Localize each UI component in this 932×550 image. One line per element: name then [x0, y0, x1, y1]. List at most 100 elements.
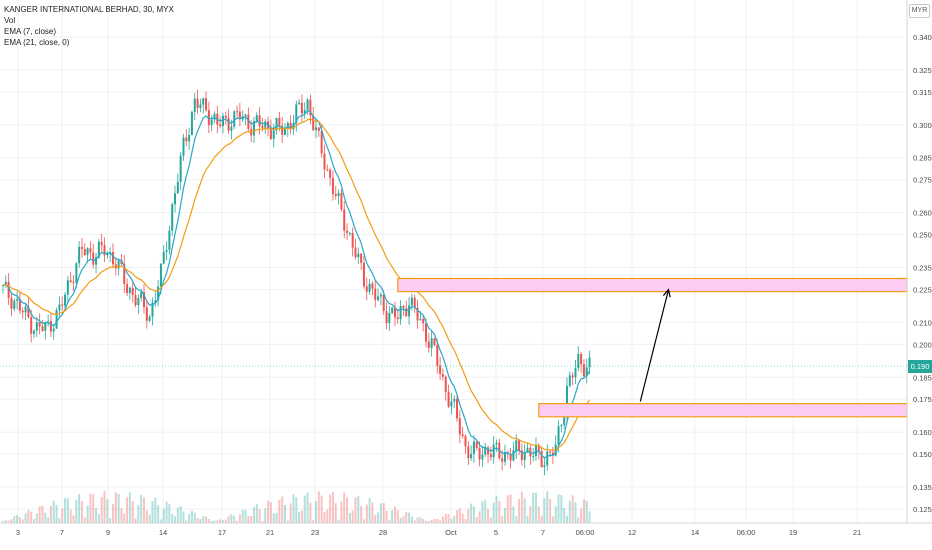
time-tick-label: 17 [218, 528, 226, 537]
candle-body [391, 307, 394, 314]
volume-bar [382, 503, 385, 523]
legend-symbol[interactable]: KANGER INTERNATIONAL BERHAD, 30, MYX [4, 5, 174, 14]
volume-bar [568, 500, 571, 523]
candle-body [154, 300, 157, 303]
volume-bar [238, 514, 241, 523]
candle-body [571, 375, 574, 378]
volume-bar [360, 506, 363, 523]
candle-body [563, 414, 566, 426]
candle-body [566, 385, 568, 415]
candle-body [64, 294, 67, 306]
candle-body [202, 98, 205, 105]
candle-body [588, 357, 591, 368]
volume-bar [83, 517, 86, 523]
candle-body [557, 426, 560, 445]
candle-body [534, 445, 537, 456]
volume-bar [230, 514, 233, 523]
volume-bar [317, 491, 320, 523]
volume-bar [72, 515, 75, 523]
price-tick-label: 0.160 [913, 428, 932, 437]
volume-bar [481, 501, 484, 523]
volume-bar [44, 512, 47, 523]
currency-badge[interactable]: MYR [909, 4, 930, 18]
candle-body [219, 124, 222, 127]
volume-bar [109, 517, 112, 523]
candle-body [120, 260, 123, 264]
volume-bar [577, 517, 580, 523]
candle-body [574, 368, 577, 378]
candle-body [295, 104, 298, 124]
volume-bar [441, 516, 444, 523]
volume-bar [126, 497, 129, 523]
supply-demand-zones[interactable] [397, 277, 908, 418]
projection-arrow[interactable] [639, 288, 671, 402]
candle-body [261, 125, 264, 128]
candle-body [193, 98, 196, 112]
volume-bar [207, 518, 210, 523]
volume-bar [554, 506, 557, 523]
volume-bar [174, 516, 177, 523]
volume-bar [69, 509, 72, 523]
candle-body [157, 286, 160, 301]
volume-bar [315, 501, 318, 523]
candle-body [7, 281, 10, 298]
volume-bar [520, 491, 523, 523]
volume-bar [176, 507, 179, 523]
volume-bar [58, 517, 61, 523]
candle-body [233, 111, 236, 127]
candle-body [47, 321, 50, 323]
candle-body [405, 307, 408, 317]
legend-vol[interactable]: Vol [4, 16, 16, 25]
last-price-tag: 0.190 [908, 360, 932, 373]
volume-bar [337, 519, 340, 523]
volume-bar [450, 518, 453, 523]
time-axis[interactable]: 3 7 9 14 17 21 23 28 Oct 5 7 06:00 12 14 06:00 19 21 [16, 528, 861, 537]
candle-body [577, 353, 580, 369]
candle-body [165, 249, 168, 252]
legend-ema-fast[interactable]: EMA (7, close) [4, 27, 57, 36]
candle-body [137, 297, 140, 306]
volume-bar [472, 506, 475, 523]
candle-body [224, 115, 227, 118]
candle-body [526, 447, 529, 453]
volume-bar [425, 520, 427, 523]
candle-body [244, 114, 247, 117]
volume-bar [292, 494, 295, 523]
candle-body [329, 169, 332, 178]
candle-body [427, 341, 430, 348]
volume-bar [10, 519, 13, 523]
volume-bar [334, 503, 337, 523]
candle-body [69, 280, 72, 283]
volume-bar [33, 518, 36, 523]
candle-body [298, 102, 301, 105]
candle-body [18, 299, 21, 311]
volume-bar [205, 516, 208, 523]
volume-bar [467, 508, 470, 523]
volume-bar [30, 511, 33, 523]
volume-bar [365, 504, 368, 523]
price-axis[interactable]: 0.340 0.325 0.315 0.300 0.285 0.275 0.260 0.250… [913, 33, 932, 514]
volume-bar [405, 512, 408, 523]
candle-body [444, 376, 447, 393]
volume-bar [55, 505, 58, 523]
legend-ema-slow[interactable]: EMA (21, close, 0) [4, 38, 70, 47]
volume-bar [168, 503, 171, 523]
candle-body [362, 262, 365, 287]
volume-bar [419, 517, 422, 523]
volume-bar [563, 507, 566, 523]
volume-bar [487, 508, 490, 523]
candle-body [196, 98, 199, 108]
price-tick-label: 0.135 [913, 483, 932, 492]
candle-body [289, 122, 292, 130]
volume-bar [399, 517, 402, 523]
volume-bar [340, 501, 343, 523]
candle-body [80, 246, 83, 250]
volume-bar [396, 510, 399, 523]
candle-body [540, 451, 543, 468]
volume-bar [374, 515, 377, 523]
candle-body [106, 253, 109, 256]
price-tick-label: 0.175 [913, 395, 932, 404]
candle-body [546, 451, 549, 466]
volume-bar [540, 515, 543, 523]
